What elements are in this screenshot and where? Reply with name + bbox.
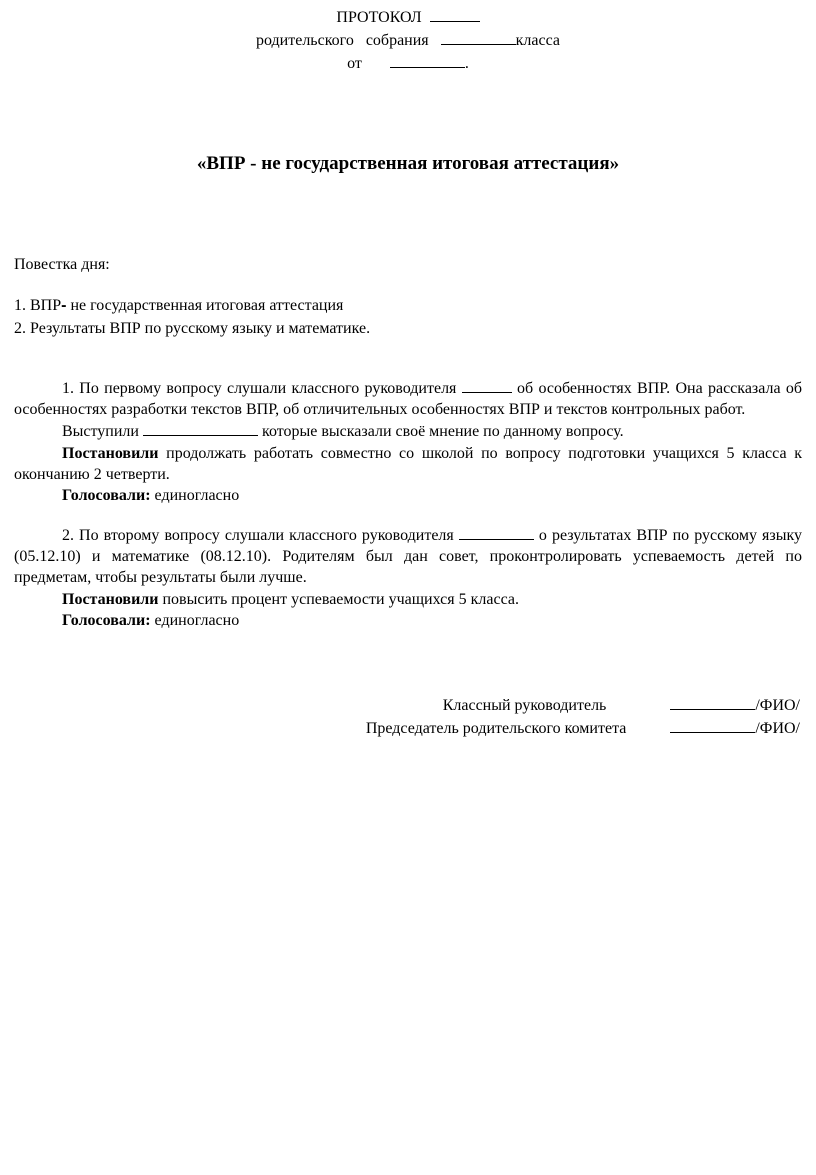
p5-blank xyxy=(459,539,534,540)
agenda-item-2: 2. Результаты ВПР по русскому языку и ма… xyxy=(14,319,802,340)
p2-text-a: Выступили xyxy=(62,423,143,440)
p6-bold: Постановили xyxy=(62,591,158,608)
agenda-item-1-prefix: 1. ВПР xyxy=(14,297,61,314)
date-label: от xyxy=(347,55,362,72)
sig1-name: /ФИО/ xyxy=(755,697,800,714)
protocol-label: ПРОТОКОЛ xyxy=(336,9,421,26)
sig2-label: Председатель родительского комитета xyxy=(366,719,627,740)
signature-line-2: Председатель родительского комитета /ФИО… xyxy=(14,719,802,740)
body-para-3: Постановили продолжать работать совместн… xyxy=(14,444,802,486)
sig2-name: /ФИО/ xyxy=(755,720,800,737)
body-para-1: 1. По первому вопросу слушали классного … xyxy=(14,379,802,421)
signature-line-1: Классный руководитель /ФИО/ xyxy=(14,696,802,717)
sig2-blank xyxy=(670,732,755,733)
body-para-2: Выступили которые высказали своё мнение … xyxy=(14,422,802,443)
agenda-item-1-rest: не государственная итоговая аттестация xyxy=(66,297,343,314)
p6-rest: повысить процент успеваемости учащихся 5… xyxy=(158,591,518,608)
p3-bold: Постановили xyxy=(62,445,158,462)
p4-bold: Голосовали: xyxy=(62,487,151,504)
p2-blank xyxy=(143,435,258,436)
meeting-label-prefix: родительского собрания xyxy=(256,32,429,49)
body-para-5: 2. По второму вопросу слушали классного … xyxy=(14,526,802,588)
protocol-header-line3: от . xyxy=(14,54,802,75)
p2-text-b: которые высказали своё мнение по данному… xyxy=(258,423,624,440)
sig1-label: Классный руководитель xyxy=(443,696,607,717)
body-para-7: Голосовали: единогласно xyxy=(14,611,802,632)
p7-rest: единогласно xyxy=(151,612,240,629)
body-text: 1. По первому вопросу слушали классного … xyxy=(14,379,802,632)
p1-blank xyxy=(462,392,512,393)
p4-rest: единогласно xyxy=(151,487,240,504)
protocol-number-blank xyxy=(430,21,480,22)
date-period: . xyxy=(465,55,469,72)
p5-text-a: 2. По второму вопросу слушали классного … xyxy=(62,527,459,544)
meeting-label-suffix: класса xyxy=(516,32,560,49)
p7-bold: Голосовали: xyxy=(62,612,151,629)
body-para-6: Постановили повысить процент успеваемост… xyxy=(14,590,802,611)
signatures-block: Классный руководитель /ФИО/ Председатель… xyxy=(14,696,802,740)
p1-text-a: 1. По первому вопросу слушали классного … xyxy=(62,380,462,397)
sig1-blank xyxy=(670,709,755,710)
body-para-4: Голосовали: единогласно xyxy=(14,486,802,507)
agenda-item-1: 1. ВПР- не государственная итоговая атте… xyxy=(14,296,802,317)
agenda-heading: Повестка дня: xyxy=(14,255,802,276)
class-blank xyxy=(441,44,516,45)
document-title: «ВПР - не государственная итоговая аттес… xyxy=(14,152,802,177)
protocol-header-line1: ПРОТОКОЛ xyxy=(14,8,802,29)
protocol-header-line2: родительского собрания класса xyxy=(14,31,802,52)
date-blank xyxy=(390,67,465,68)
